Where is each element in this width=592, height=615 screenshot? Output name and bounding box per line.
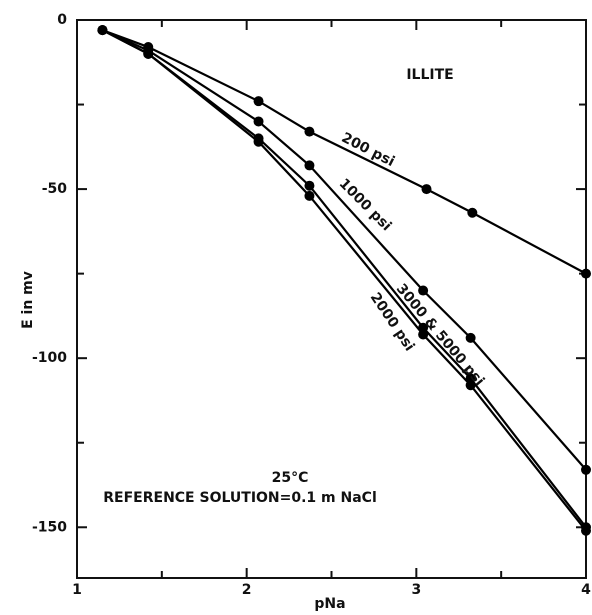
data-point (581, 525, 591, 536)
y-axis-label: E in mv (20, 271, 36, 329)
data-point (143, 48, 154, 59)
data-point (304, 190, 315, 201)
data-point (304, 180, 315, 191)
series-line (101, 29, 587, 528)
y-tick-label: -100 (32, 350, 67, 366)
data-point (581, 464, 591, 475)
x-tick-label: 2 (242, 582, 252, 598)
data-point (97, 25, 108, 36)
data-point (467, 207, 478, 218)
x-tick-label: 3 (411, 582, 421, 598)
data-point (253, 116, 264, 127)
data-point (418, 329, 429, 340)
data-point (304, 126, 315, 137)
x-axis-label: pNa (314, 596, 345, 612)
data-point (418, 285, 429, 296)
x-tick-label: 1 (72, 582, 82, 598)
data-point (253, 96, 264, 107)
y-tick-label: -50 (42, 181, 68, 197)
data-point (581, 268, 591, 279)
data-point (421, 184, 432, 195)
annotation: ILLITE (406, 67, 453, 83)
y-tick-label: 0 (57, 12, 67, 28)
series-line (101, 29, 587, 532)
annotation: REFERENCE SOLUTION=0.1 m NaCl (103, 490, 377, 506)
data-point (253, 136, 264, 147)
x-tick-label: 4 (581, 582, 591, 598)
y-tick-label: -150 (32, 519, 67, 535)
data-point (465, 380, 476, 391)
series-line (102, 29, 587, 471)
data-point (465, 332, 476, 343)
annotation: 25°C (272, 470, 309, 486)
data-point (304, 160, 315, 171)
